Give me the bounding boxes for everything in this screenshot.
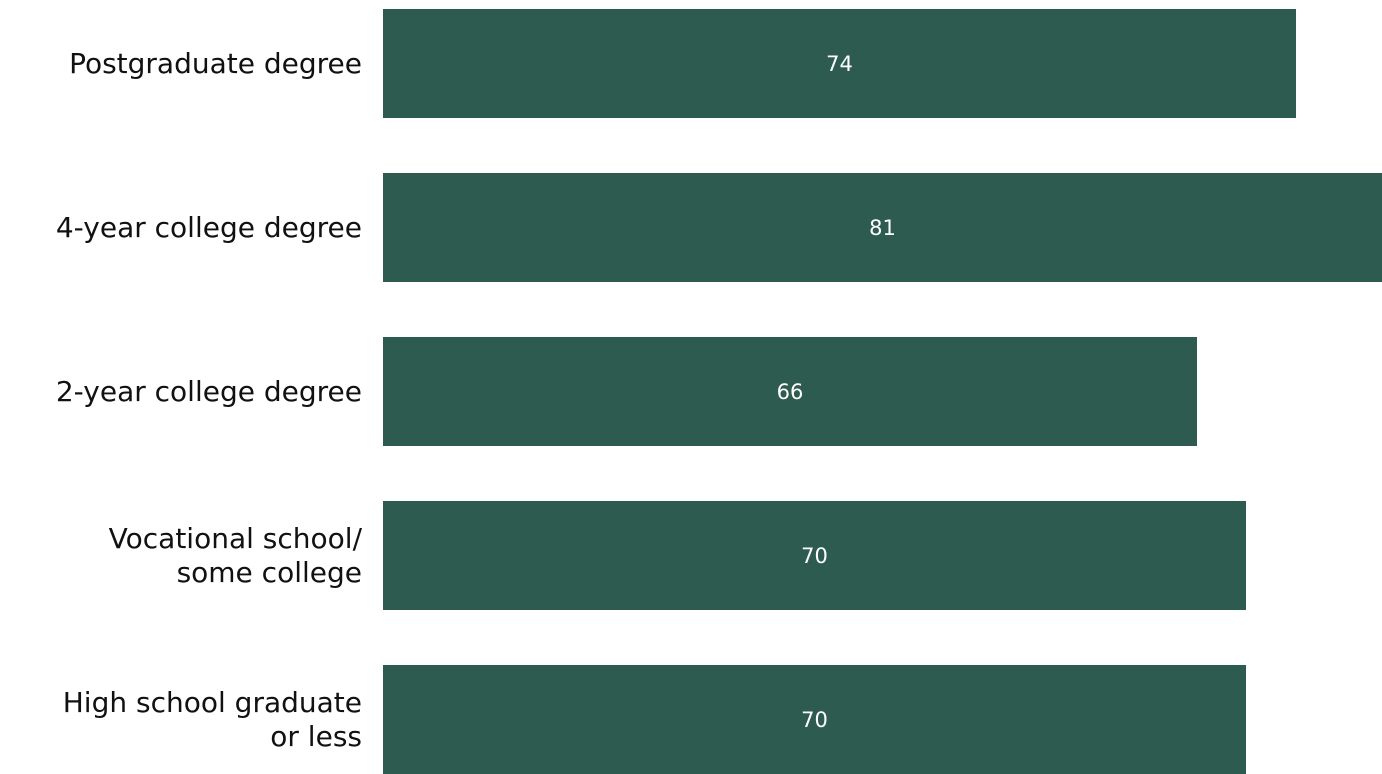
- category-label: Vocational school/ some college: [108, 521, 362, 589]
- category-label: 4-year college degree: [55, 210, 362, 244]
- bar-value-label: 74: [826, 51, 853, 76]
- bar: [383, 665, 1246, 774]
- bar: [383, 337, 1197, 446]
- category-label: High school graduate or less: [62, 685, 362, 753]
- bar: [383, 9, 1296, 118]
- category-label: 2-year college degree: [55, 374, 362, 408]
- bar-value-label: 70: [801, 707, 828, 732]
- category-label: Postgraduate degree: [69, 46, 362, 80]
- bar-value-label: 81: [869, 215, 896, 240]
- bar-value-label: 66: [776, 379, 804, 404]
- bar: [383, 501, 1246, 610]
- bar-value-label: 70: [801, 543, 828, 568]
- bar: [383, 173, 1382, 282]
